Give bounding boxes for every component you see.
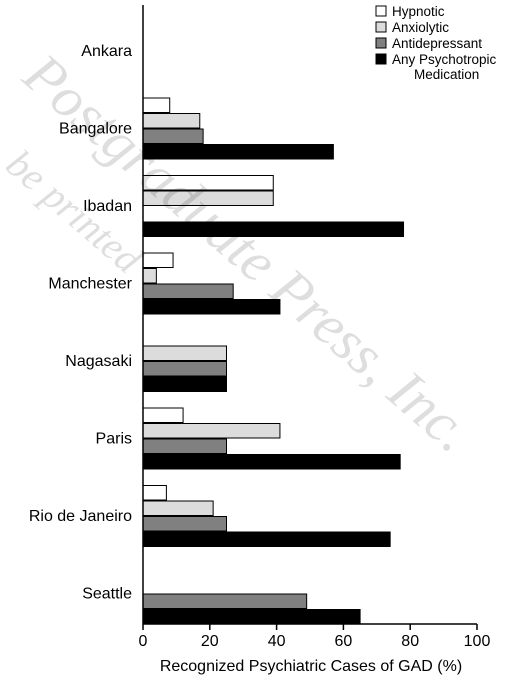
bar-rio-de-janeiro-antidepressant [142, 516, 227, 532]
category-label-ibadan: Ibadan [83, 198, 132, 215]
bar-rio-de-janeiro-anxiolytic [142, 500, 214, 516]
x-tick-label: 20 [201, 633, 219, 650]
x-tick-label: 100 [464, 633, 491, 650]
bar-paris-any-psychotropic-medication [142, 454, 401, 470]
category-label-paris: Paris [96, 431, 132, 448]
bar-bangalore-antidepressant [142, 128, 204, 144]
category-label-nagasaki: Nagasaki [65, 353, 132, 370]
legend-swatch-hypnotic [375, 5, 387, 17]
bar-ibadan-anxiolytic [142, 190, 274, 206]
legend-label-antidepressant: Antidepressant [392, 36, 482, 51]
category-label-manchester: Manchester [48, 276, 132, 293]
legend-label-hypnotic: Hypnotic [392, 4, 445, 19]
bar-bangalore-anxiolytic [142, 113, 201, 129]
bar-ibadan-hypnotic [142, 175, 274, 191]
legend-swatch-anxiolytic [375, 21, 387, 33]
bar-rio-de-janeiro-hypnotic [142, 485, 167, 501]
bar-manchester-anxiolytic [142, 268, 157, 284]
bar-nagasaki-any-psychotropic-medication [142, 376, 227, 392]
category-label-rio-de-janeiro: Rio de Janeiro [29, 508, 132, 525]
legend-label-anxiolytic: Anxiolytic [392, 20, 449, 35]
bar-paris-hypnotic [142, 407, 184, 423]
bars-group [142, 97, 405, 625]
category-label-bangalore: Bangalore [59, 121, 132, 138]
x-tick-label: 60 [335, 633, 353, 650]
bar-manchester-antidepressant [142, 283, 234, 299]
category-labels: Ankara Bangalore Ibadan Manchester Nagasaki P… [29, 43, 133, 603]
bar-nagasaki-antidepressant [142, 361, 227, 377]
category-label-ankara: Ankara [81, 43, 132, 60]
x-tick-label: 80 [401, 633, 419, 650]
x-tick-label: 40 [268, 633, 286, 650]
x-axis-ticks: 0 20 40 60 80 100 [139, 624, 491, 650]
bar-ibadan-any-psychotropic-medication [142, 221, 405, 237]
bar-rio-de-janeiro-any-psychotropic-medication [142, 531, 391, 547]
x-axis-label: Recognized Psychiatric Cases of GAD (%) [160, 658, 462, 675]
legend-label-any-psychotropic-medication-line-2: Medication [414, 67, 479, 82]
bar-manchester-any-psychotropic-medication [142, 299, 281, 315]
legend-swatch-antidepressant [375, 37, 387, 49]
legend-label-any-psychotropic-medication: Any Psychotropic [392, 52, 497, 67]
bar-seattle-antidepressant [142, 593, 308, 609]
legend-swatch-any-psychotropic-medication [375, 53, 387, 65]
bar-nagasaki-anxiolytic [142, 345, 227, 361]
bar-paris-anxiolytic [142, 423, 281, 439]
bar-manchester-hypnotic [142, 252, 174, 268]
bar-bangalore-hypnotic [142, 97, 171, 113]
category-label-seattle: Seattle [82, 586, 132, 603]
bar-paris-antidepressant [142, 438, 227, 454]
x-tick-label: 0 [139, 633, 148, 650]
bar-bangalore-any-psychotropic-medication [142, 144, 334, 160]
bar-seattle-any-psychotropic-medication [142, 609, 361, 625]
